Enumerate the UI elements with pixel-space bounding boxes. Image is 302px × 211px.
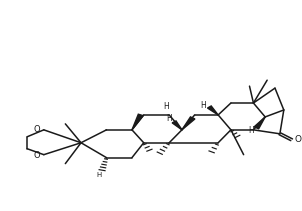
Text: H: H	[166, 114, 172, 123]
Polygon shape	[182, 117, 195, 130]
Polygon shape	[172, 121, 182, 130]
Text: H: H	[96, 172, 101, 177]
Text: O: O	[34, 125, 40, 134]
Polygon shape	[207, 106, 218, 115]
Polygon shape	[132, 114, 143, 130]
Text: H: H	[249, 126, 254, 135]
Text: O: O	[34, 151, 40, 160]
Polygon shape	[254, 117, 265, 129]
Text: H: H	[163, 103, 169, 111]
Text: O: O	[295, 135, 302, 144]
Text: H: H	[201, 100, 206, 110]
